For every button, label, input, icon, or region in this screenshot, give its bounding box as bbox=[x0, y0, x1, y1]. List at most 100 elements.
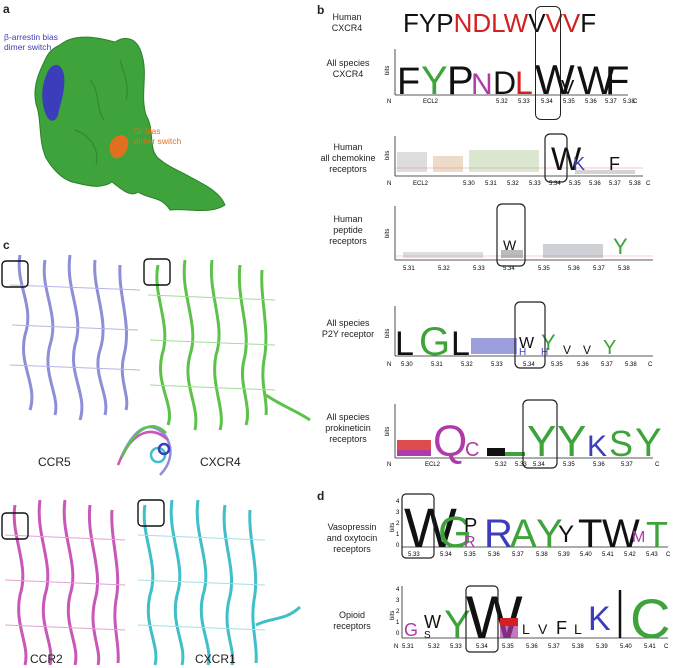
svg-text:Y: Y bbox=[603, 337, 616, 359]
svg-text:0: 0 bbox=[396, 631, 400, 637]
svg-text:5.34: 5.34 bbox=[476, 644, 488, 650]
panel-letter-a: a bbox=[3, 2, 10, 16]
svg-text:5.30: 5.30 bbox=[463, 181, 475, 187]
svg-text:M: M bbox=[632, 529, 645, 546]
svg-text:ECL2: ECL2 bbox=[423, 99, 439, 105]
svg-text:Q: Q bbox=[433, 417, 467, 466]
svg-text:T: T bbox=[646, 514, 668, 555]
svg-text:5.36: 5.36 bbox=[585, 99, 597, 105]
svg-text:K: K bbox=[573, 154, 585, 174]
svg-text:bits: bits bbox=[385, 427, 391, 436]
svg-text:5.35: 5.35 bbox=[538, 266, 550, 272]
cxcr1-structure bbox=[142, 499, 302, 666]
svg-text:C: C bbox=[646, 181, 651, 187]
axis-n: N bbox=[387, 99, 391, 105]
svg-text:5.34: 5.34 bbox=[541, 99, 553, 105]
svg-text:5.35: 5.35 bbox=[563, 99, 575, 105]
seq-letter: V bbox=[562, 8, 581, 38]
logo-label-vasopressin: Vasopressin and oxytocin receptors bbox=[326, 522, 378, 554]
svg-text:L: L bbox=[515, 65, 533, 101]
svg-text:5.33: 5.33 bbox=[473, 266, 485, 272]
svg-text:5.38: 5.38 bbox=[618, 266, 630, 272]
svg-text:W: W bbox=[424, 612, 441, 632]
svg-text:5.34: 5.34 bbox=[503, 266, 515, 272]
svg-text:V: V bbox=[583, 343, 591, 357]
svg-text:W: W bbox=[404, 496, 457, 559]
svg-text:5.32: 5.32 bbox=[496, 99, 508, 105]
logo-peptide: bits W Y 5.31 5.32 5.33 5.34 5.35 5.36 5… bbox=[385, 203, 653, 272]
seq-letter: F bbox=[403, 8, 419, 38]
axis-ylabel: bits bbox=[385, 66, 391, 75]
svg-text:5.38: 5.38 bbox=[536, 552, 548, 558]
svg-text:5.33: 5.33 bbox=[529, 181, 541, 187]
svg-text:4: 4 bbox=[396, 499, 400, 505]
svg-text:5.40: 5.40 bbox=[580, 552, 592, 558]
panel-letter-c: c bbox=[3, 238, 10, 252]
cxcr4-surface bbox=[34, 36, 226, 211]
svg-text:5.42: 5.42 bbox=[624, 552, 636, 558]
svg-text:5.32: 5.32 bbox=[461, 362, 473, 368]
svg-text:5.32: 5.32 bbox=[438, 266, 450, 272]
svg-text:5.35: 5.35 bbox=[569, 181, 581, 187]
logo-label-peptide: Human peptide receptors bbox=[329, 214, 367, 246]
cxcr4-structure bbox=[155, 259, 311, 431]
svg-text:ECL2: ECL2 bbox=[413, 181, 429, 187]
svg-text:G: G bbox=[438, 508, 472, 557]
structure-label-cxcr1: CXCR1 bbox=[195, 652, 236, 666]
svg-text:5.33: 5.33 bbox=[450, 644, 462, 650]
svg-text:3: 3 bbox=[396, 510, 400, 516]
svg-text:R: R bbox=[484, 512, 513, 556]
svg-text:5.34: 5.34 bbox=[533, 462, 545, 468]
svg-text:5.36: 5.36 bbox=[589, 181, 601, 187]
svg-text:S: S bbox=[424, 630, 431, 641]
svg-text:4: 4 bbox=[396, 587, 400, 593]
human-cxcr4-label: Human CXCR4 bbox=[331, 12, 363, 33]
overlay-structure bbox=[116, 425, 172, 476]
panel-letter-b: b bbox=[317, 3, 325, 17]
seq-letter: V bbox=[545, 8, 563, 38]
beta-arrestin-label: β-arrestin bias dimer switch bbox=[4, 32, 59, 52]
svg-text:N: N bbox=[471, 68, 493, 101]
svg-text:5.36: 5.36 bbox=[577, 362, 589, 368]
gi-bias-label: Gi bias dimer switch bbox=[134, 126, 182, 146]
svg-text:Y: Y bbox=[613, 234, 628, 259]
svg-text:5.36: 5.36 bbox=[593, 462, 605, 468]
svg-text:3: 3 bbox=[396, 598, 400, 604]
seq-letter: F bbox=[580, 8, 597, 38]
svg-text:1: 1 bbox=[396, 532, 400, 538]
svg-text:5.32: 5.32 bbox=[507, 181, 519, 187]
svg-text:5.31: 5.31 bbox=[402, 644, 414, 650]
svg-text:2: 2 bbox=[396, 521, 400, 527]
svg-text:5.31: 5.31 bbox=[485, 181, 497, 187]
seq-letter: W bbox=[503, 8, 529, 38]
svg-text:5.37: 5.37 bbox=[605, 99, 617, 105]
svg-text:C: C bbox=[630, 587, 670, 650]
svg-text:5.35: 5.35 bbox=[551, 362, 563, 368]
svg-text:5.33: 5.33 bbox=[491, 362, 503, 368]
svg-text:A: A bbox=[510, 512, 537, 556]
logo-opioid: bits 4 3 2 1 0 G W S Y W L V F L K C N 5… bbox=[390, 584, 670, 653]
structure-label-ccr2: CCR2 bbox=[30, 652, 63, 666]
svg-text:H: H bbox=[519, 347, 526, 358]
svg-text:Y: Y bbox=[557, 417, 586, 466]
svg-text:5.37: 5.37 bbox=[548, 644, 560, 650]
svg-text:C: C bbox=[666, 552, 671, 558]
svg-text:5.40: 5.40 bbox=[620, 644, 632, 650]
svg-text:5.38: 5.38 bbox=[625, 362, 637, 368]
seq-letter: Y bbox=[418, 8, 437, 38]
svg-text:5.30: 5.30 bbox=[401, 362, 413, 368]
svg-text:bits: bits bbox=[390, 523, 396, 532]
svg-text:5.34: 5.34 bbox=[440, 552, 452, 558]
svg-text:ECL2: ECL2 bbox=[425, 462, 441, 468]
logo-prokineticin: bits Q C Y Y K S Y N C ECL2 5.32 5.33 5.… bbox=[385, 399, 662, 469]
svg-text:V: V bbox=[563, 343, 571, 357]
svg-text:bits: bits bbox=[385, 151, 391, 160]
svg-text:T: T bbox=[578, 512, 602, 556]
svg-text:5.37: 5.37 bbox=[621, 462, 633, 468]
svg-text:W: W bbox=[503, 237, 517, 253]
svg-text:S: S bbox=[609, 423, 633, 464]
panel-letter-d: d bbox=[317, 489, 325, 503]
svg-text:F: F bbox=[605, 59, 629, 103]
svg-text:W: W bbox=[577, 59, 615, 103]
panel-c-structures bbox=[1, 254, 311, 666]
